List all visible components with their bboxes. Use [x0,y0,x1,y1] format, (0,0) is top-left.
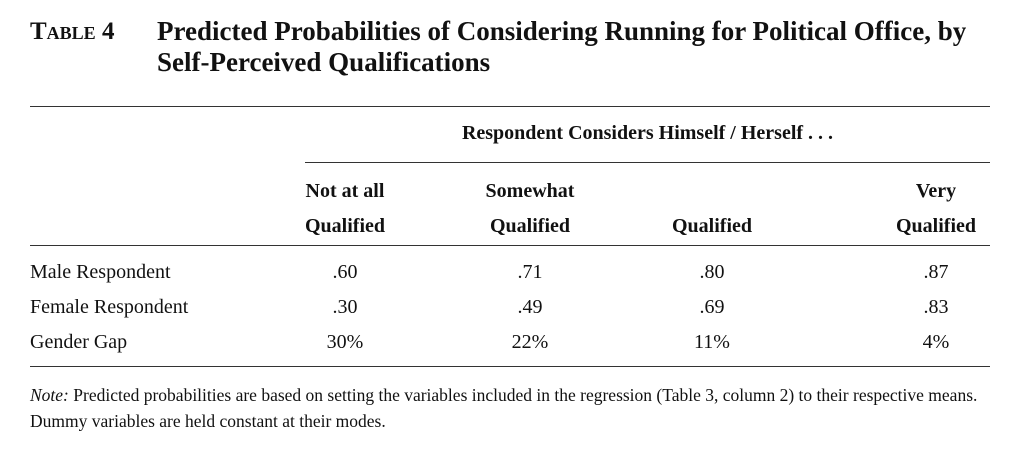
table-cell: .30 [332,296,358,318]
table-cell: .87 [923,261,949,283]
row-label: Female Respondent [30,296,189,318]
table-cell: 11% [694,331,730,353]
rule [305,162,990,163]
table-cell: 4% [922,331,950,353]
note-text: Predicted probabilities are based on set… [30,385,978,431]
row-label: Male Respondent [30,261,171,283]
column-header-line: Qualified [304,215,385,237]
rule [30,366,990,367]
column-header-line: Somewhat [485,180,575,202]
table-note: Note: Predicted probabilities are based … [30,382,990,434]
spanner-header: Respondent Considers Himself / Herself .… [461,122,834,144]
table-title: Predicted Probabilities of Considering R… [157,16,967,77]
note-label: Note: [30,385,69,405]
table-cell: .69 [699,296,725,318]
column-header: Qualified [627,174,797,244]
column-header-line: Not at all [305,180,385,202]
column-header-line: Very [915,180,957,202]
table-cell: .80 [699,261,725,283]
table-cell: 22% [511,331,549,353]
column-header-line: Qualified [671,215,752,237]
column-header-line: Qualified [489,215,570,237]
table-cell: .49 [517,296,543,318]
table-cell: .71 [517,261,543,283]
table-label: Table 4 [30,18,115,45]
column-header: Somewhat Qualified [445,174,615,244]
rule [30,245,990,246]
column-header: Not at all Qualified [260,174,430,244]
table-cell: .60 [332,261,358,283]
table-cell: 30% [326,331,364,353]
table-cell: .83 [923,296,949,318]
column-header: Very Qualified [820,174,990,244]
row-label: Gender Gap [30,331,128,353]
column-header-line: Qualified [895,215,976,237]
rule [30,106,990,107]
